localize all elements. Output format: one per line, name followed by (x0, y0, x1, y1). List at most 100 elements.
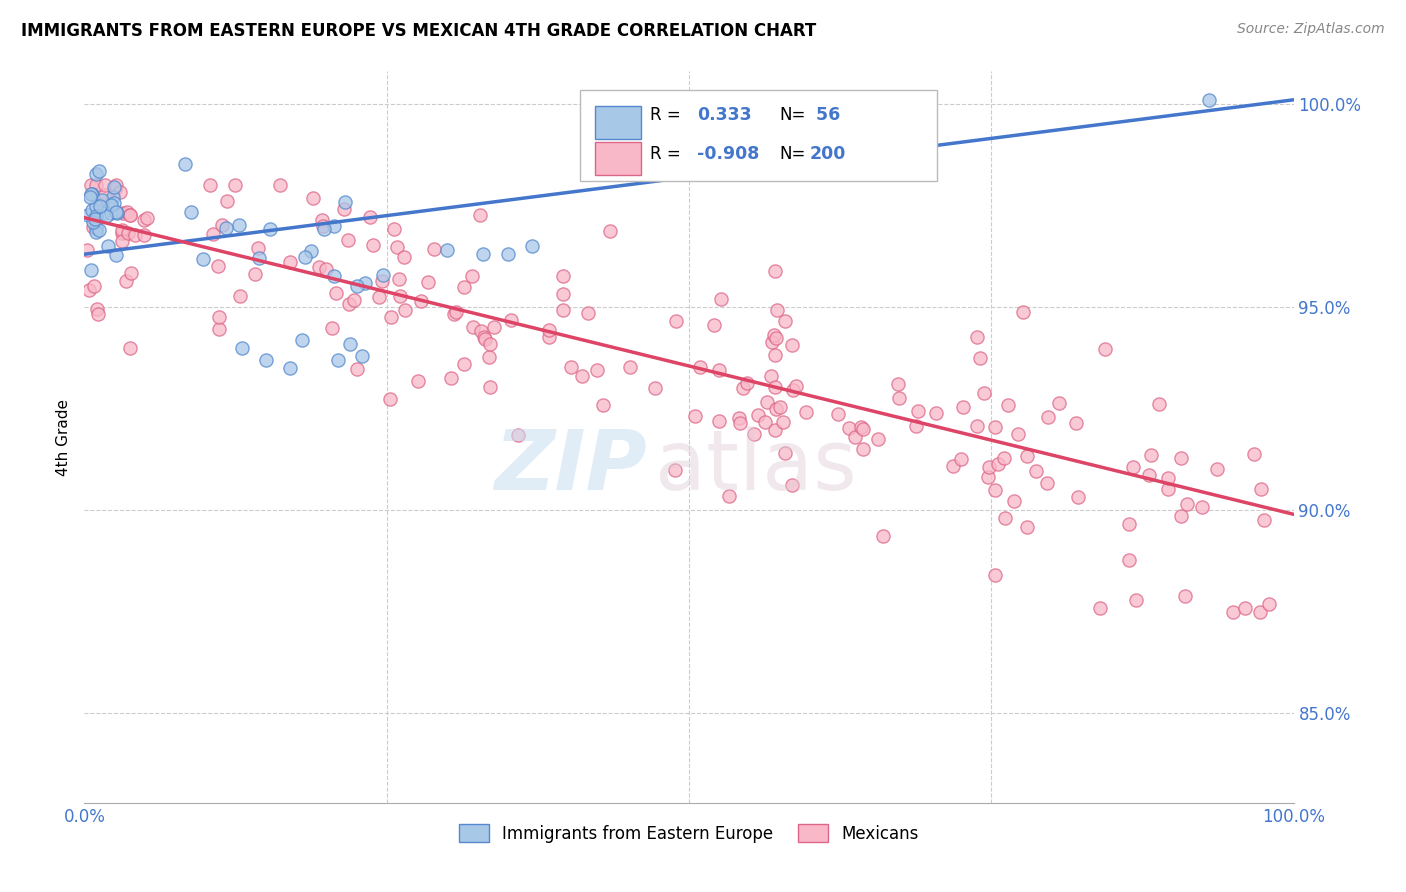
Point (709, 414, 731, 428)
Point (1007, 426, 1029, 441)
Point (229, 289, 252, 303)
Point (278, 361, 301, 376)
Point (202, 227, 225, 241)
Point (1122, 459, 1144, 474)
Point (86, 301, 108, 316)
Point (83, 279, 105, 293)
Point (644, 381, 666, 395)
Point (851, 422, 873, 436)
Point (111, 234, 134, 248)
Text: 56: 56 (810, 106, 841, 125)
Point (478, 350, 501, 364)
Point (763, 380, 786, 394)
Point (689, 360, 711, 375)
Point (731, 381, 754, 395)
Point (380, 392, 402, 406)
Point (111, 223, 134, 237)
Point (1002, 494, 1025, 508)
Point (291, 333, 314, 347)
Point (108, 186, 131, 200)
Point (1191, 500, 1213, 515)
Point (538, 323, 561, 337)
Point (1025, 464, 1047, 478)
Point (394, 303, 416, 318)
Point (247, 251, 270, 265)
Point (215, 221, 238, 235)
Point (1066, 490, 1088, 504)
FancyBboxPatch shape (595, 143, 641, 175)
Point (411, 293, 433, 308)
Point (1170, 451, 1192, 466)
Point (904, 418, 927, 433)
Point (973, 386, 995, 401)
Point (294, 250, 316, 264)
Point (576, 306, 599, 320)
Point (762, 328, 785, 343)
Point (105, 205, 128, 219)
Point (418, 276, 440, 290)
Point (1174, 589, 1197, 603)
Point (231, 341, 253, 355)
Point (472, 330, 495, 344)
Point (84, 168, 107, 182)
Point (77, 208, 100, 222)
Point (308, 260, 330, 274)
Point (77, 283, 100, 297)
Point (785, 379, 807, 393)
Point (474, 332, 496, 346)
Point (90, 197, 112, 211)
Point (323, 219, 346, 233)
Point (174, 156, 197, 170)
Point (1243, 447, 1265, 461)
Point (1118, 517, 1140, 532)
Point (755, 395, 778, 409)
Point (423, 242, 446, 256)
Point (470, 324, 492, 338)
Point (104, 204, 127, 219)
Point (440, 371, 463, 385)
Point (91, 193, 114, 207)
Point (1036, 409, 1059, 424)
Point (103, 179, 125, 194)
Point (84, 225, 107, 239)
Point (747, 408, 769, 422)
Point (520, 239, 543, 253)
FancyBboxPatch shape (581, 90, 936, 181)
Point (208, 321, 231, 335)
Point (346, 278, 368, 293)
Point (508, 428, 530, 442)
Point (727, 410, 749, 425)
Point (110, 226, 132, 240)
Point (82, 220, 104, 235)
Point (987, 457, 1010, 471)
Point (302, 191, 325, 205)
Point (84, 178, 107, 193)
Point (97, 239, 120, 253)
Point (599, 224, 621, 238)
Point (501, 312, 523, 326)
Point (1249, 605, 1271, 619)
Point (780, 338, 803, 352)
Point (472, 247, 495, 261)
Point (100, 198, 122, 212)
Point (538, 329, 561, 343)
Point (993, 451, 1015, 466)
Point (782, 383, 804, 397)
Point (246, 241, 269, 255)
Point (333, 194, 356, 209)
Point (1094, 343, 1116, 357)
Point (191, 252, 214, 266)
Point (94, 209, 117, 223)
Point (763, 264, 786, 278)
Point (1047, 396, 1070, 410)
Point (761, 368, 783, 383)
Point (388, 289, 411, 303)
Point (394, 250, 416, 264)
Point (101, 190, 124, 204)
Point (82, 214, 104, 228)
Point (1157, 471, 1180, 485)
Point (664, 462, 686, 476)
Point (311, 212, 333, 227)
Point (1177, 497, 1199, 511)
Point (118, 208, 141, 222)
